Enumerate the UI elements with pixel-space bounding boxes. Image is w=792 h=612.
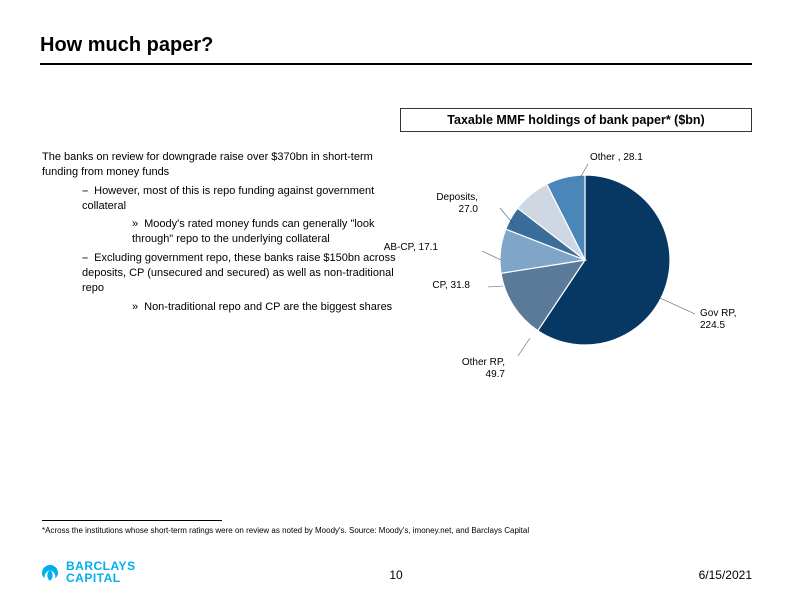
body-bullet-1: »Moody's rated money funds can generally… <box>42 217 402 247</box>
body-bullet-2-text: Non-traditional repo and CP are the bigg… <box>144 301 392 313</box>
body-dash-2-text: Excluding government repo, these banks r… <box>82 252 396 294</box>
body-intro: The banks on review for downgrade raise … <box>42 150 402 180</box>
footnote: *Across the institutions whose short-ter… <box>42 526 742 535</box>
chart-title-box: Taxable MMF holdings of bank paper* ($bn… <box>400 108 752 132</box>
leader-line <box>488 286 503 287</box>
pie-label: Gov RP, <box>700 308 737 319</box>
leader-line <box>482 251 501 260</box>
body-bullet-2: » Non-traditional repo and CP are the big… <box>42 300 402 315</box>
footnote-rule <box>42 520 222 521</box>
dash-icon: – <box>82 185 88 197</box>
pie-label: Other , 28.1 <box>590 152 643 163</box>
pie-label: CP, 31.8 <box>432 280 470 291</box>
leader-line <box>518 338 530 356</box>
pie-label: Other RP, <box>462 357 505 368</box>
body-bullet-1-text: Moody's rated money funds can generally … <box>132 218 375 245</box>
pie-chart: Gov RP,224.5Other RP,49.7CP, 31.8AB-CP, … <box>400 138 752 398</box>
raquo-icon: » <box>132 218 138 230</box>
body-text: The banks on review for downgrade raise … <box>42 150 402 314</box>
pie-label: 49.7 <box>486 369 506 380</box>
title-rule <box>40 63 752 65</box>
page-title: How much paper? <box>40 34 752 63</box>
raquo-icon: » <box>132 301 138 313</box>
slide-date: 6/15/2021 <box>699 568 752 582</box>
pie-label: 27.0 <box>459 204 479 215</box>
pie-label: 224.5 <box>700 320 725 331</box>
leader-line <box>660 298 695 314</box>
body-dash-2: –Excluding government repo, these banks … <box>42 251 402 296</box>
body-dash-1-text: However, most of this is repo funding ag… <box>82 185 374 212</box>
pie-label: AB-CP, 17.1 <box>384 242 439 253</box>
body-dash-1: –However, most of this is repo funding a… <box>42 184 402 214</box>
page-number: 10 <box>0 568 792 582</box>
dash-icon: – <box>82 252 88 264</box>
pie-label: Deposits, <box>436 192 478 203</box>
chart-title: Taxable MMF holdings of bank paper* ($bn… <box>447 113 704 127</box>
